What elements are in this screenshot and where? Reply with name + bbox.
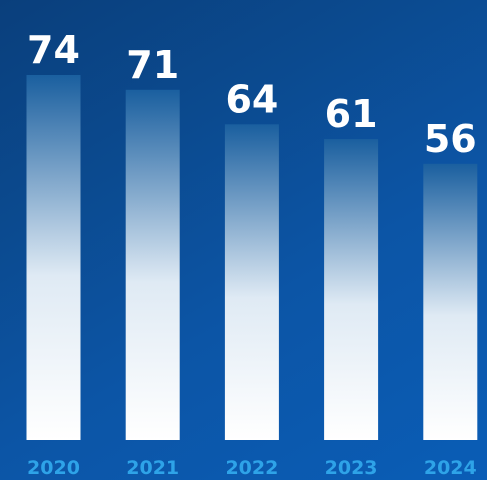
bar-2021 <box>125 89 180 441</box>
x-tick-label-2024: 2024 <box>424 457 477 479</box>
x-tick-label-2022: 2022 <box>225 457 278 479</box>
bar-2022 <box>224 124 279 441</box>
x-tick-label-2021: 2021 <box>126 457 179 479</box>
x-tick-label-2020: 2020 <box>27 457 80 479</box>
bar-2023 <box>324 139 379 440</box>
bar-2020 <box>26 75 81 440</box>
value-label-2022: 64 <box>225 77 278 121</box>
value-labels: 74 71 64 61 56 <box>27 28 477 161</box>
value-label-2020: 74 <box>27 28 80 72</box>
bar-2024 <box>423 163 478 441</box>
bars <box>26 75 478 441</box>
value-label-2024: 56 <box>424 117 477 161</box>
x-tick-label-2023: 2023 <box>325 457 378 479</box>
x-axis-tick-labels: 2020 2021 2022 2023 2024 <box>27 457 477 479</box>
value-label-2021: 71 <box>126 43 179 87</box>
value-label-2023: 61 <box>325 92 378 136</box>
